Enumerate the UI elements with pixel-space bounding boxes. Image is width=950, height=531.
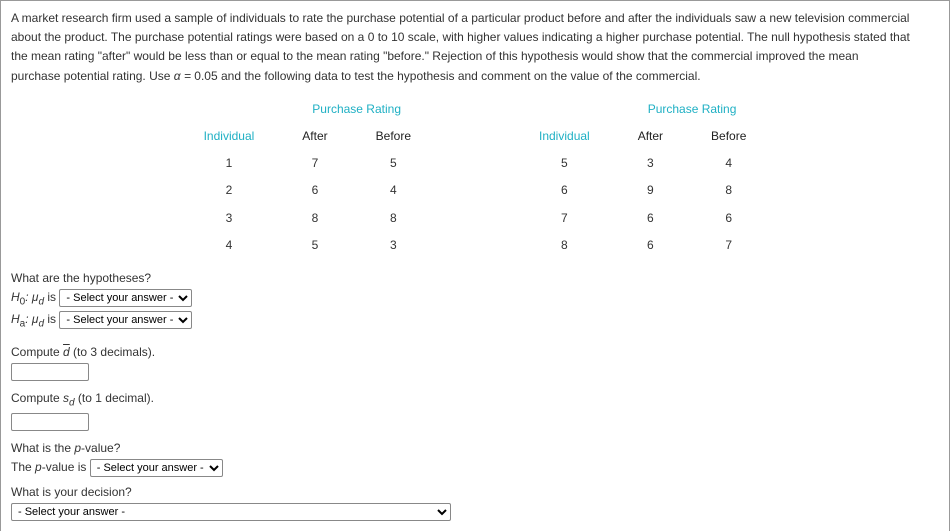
cell: 5 bbox=[352, 150, 435, 177]
cell: 3 bbox=[614, 150, 687, 177]
cell: 6 bbox=[515, 177, 614, 204]
table-row: 264 bbox=[180, 177, 435, 204]
cell: 2 bbox=[180, 177, 279, 204]
col-after-right: After bbox=[614, 123, 687, 150]
col-individual-left: Individual bbox=[180, 123, 279, 150]
decision-select[interactable]: - Select your answer - bbox=[11, 503, 451, 521]
decision-question: What is your decision? bbox=[11, 483, 939, 502]
problem-line1: A market research firm used a sample of … bbox=[11, 11, 909, 25]
cell: 4 bbox=[687, 150, 770, 177]
pval-line-a: The bbox=[11, 460, 35, 474]
cell: 8 bbox=[687, 177, 770, 204]
sd-question: Compute sd (to 1 decimal). bbox=[11, 389, 939, 411]
cell: 1 bbox=[180, 150, 279, 177]
col-individual-right: Individual bbox=[515, 123, 614, 150]
cell: 5 bbox=[278, 232, 351, 259]
col-after-left: After bbox=[278, 123, 351, 150]
table-row: 534 bbox=[515, 150, 770, 177]
h0-select[interactable]: - Select your answer - bbox=[59, 289, 192, 307]
cell: 7 bbox=[278, 150, 351, 177]
table-row: 388 bbox=[180, 205, 435, 232]
pvalue-line: The p-value is - Select your answer - bbox=[11, 458, 939, 477]
cell: 7 bbox=[687, 232, 770, 259]
scale-hi: 10 bbox=[391, 30, 404, 44]
sd-q-a: Compute bbox=[11, 391, 63, 405]
data-table-right: Purchase Rating Individual After Before … bbox=[515, 96, 770, 259]
problem-line4a: purchase potential rating. Use bbox=[11, 69, 174, 83]
dbar-q-a: Compute bbox=[11, 345, 63, 359]
cell: 3 bbox=[352, 232, 435, 259]
problem-line4b: and the following data to test the hypot… bbox=[218, 69, 701, 83]
purchase-rating-header-right: Purchase Rating bbox=[614, 96, 771, 123]
purchase-rating-header-left: Purchase Rating bbox=[278, 96, 435, 123]
problem-line2c: scale, with higher values indicating a h… bbox=[404, 30, 909, 44]
pval-sym2: p bbox=[35, 460, 42, 474]
h0-line: H0: μd is - Select your answer - bbox=[11, 288, 939, 310]
problem-line2b: to bbox=[374, 30, 391, 44]
cell: 4 bbox=[352, 177, 435, 204]
pval-q-b: -value? bbox=[81, 441, 120, 455]
table-row: 698 bbox=[515, 177, 770, 204]
cell: 3 bbox=[180, 205, 279, 232]
dbar-q-b: (to 3 decimals). bbox=[70, 345, 155, 359]
col-before-right: Before bbox=[687, 123, 770, 150]
cell: 9 bbox=[614, 177, 687, 204]
cell: 5 bbox=[515, 150, 614, 177]
ha-mu: : μ bbox=[25, 312, 38, 326]
data-tables: Purchase Rating Individual After Before … bbox=[11, 96, 939, 259]
dbar-question: Compute d (to 3 decimals). bbox=[11, 343, 939, 362]
table-row: 867 bbox=[515, 232, 770, 259]
cell: 6 bbox=[614, 205, 687, 232]
sd-input[interactable] bbox=[11, 413, 89, 431]
cell: 8 bbox=[352, 205, 435, 232]
data-table-left: Purchase Rating Individual After Before … bbox=[180, 96, 435, 259]
cell: 6 bbox=[687, 205, 770, 232]
problem-line3: the mean rating "after" would be less th… bbox=[11, 49, 859, 63]
h0-H: H bbox=[11, 290, 20, 304]
ha-line: Ha: μd is - Select your answer - bbox=[11, 310, 939, 332]
pval-line-b: -value is bbox=[42, 460, 90, 474]
problem-line2a: about the product. The purchase potentia… bbox=[11, 30, 368, 44]
table-row: 766 bbox=[515, 205, 770, 232]
col-before-left: Before bbox=[352, 123, 435, 150]
cell: 6 bbox=[278, 177, 351, 204]
table-row: 175 bbox=[180, 150, 435, 177]
table-row: 453 bbox=[180, 232, 435, 259]
ha-H: H bbox=[11, 312, 20, 326]
sd-q-b: (to 1 decimal). bbox=[75, 391, 154, 405]
dbar-input[interactable] bbox=[11, 363, 89, 381]
ha-is: is bbox=[44, 312, 59, 326]
pval-q-a: What is the bbox=[11, 441, 74, 455]
cell: 4 bbox=[180, 232, 279, 259]
ha-select[interactable]: - Select your answer - bbox=[59, 311, 192, 329]
hypotheses-question: What are the hypotheses? bbox=[11, 269, 939, 288]
cell: 7 bbox=[515, 205, 614, 232]
problem-statement: A market research firm used a sample of … bbox=[11, 9, 939, 86]
cell: 8 bbox=[515, 232, 614, 259]
alpha-val: 0.05 bbox=[194, 69, 217, 83]
dbar-symbol: d bbox=[63, 345, 70, 359]
h0-is: is bbox=[44, 290, 59, 304]
pvalue-select[interactable]: - Select your answer - bbox=[90, 459, 223, 477]
alpha-label: α = bbox=[174, 69, 195, 83]
cell: 8 bbox=[278, 205, 351, 232]
pvalue-question: What is the p-value? bbox=[11, 439, 939, 458]
h0-mu: : μ bbox=[25, 290, 38, 304]
cell: 6 bbox=[614, 232, 687, 259]
